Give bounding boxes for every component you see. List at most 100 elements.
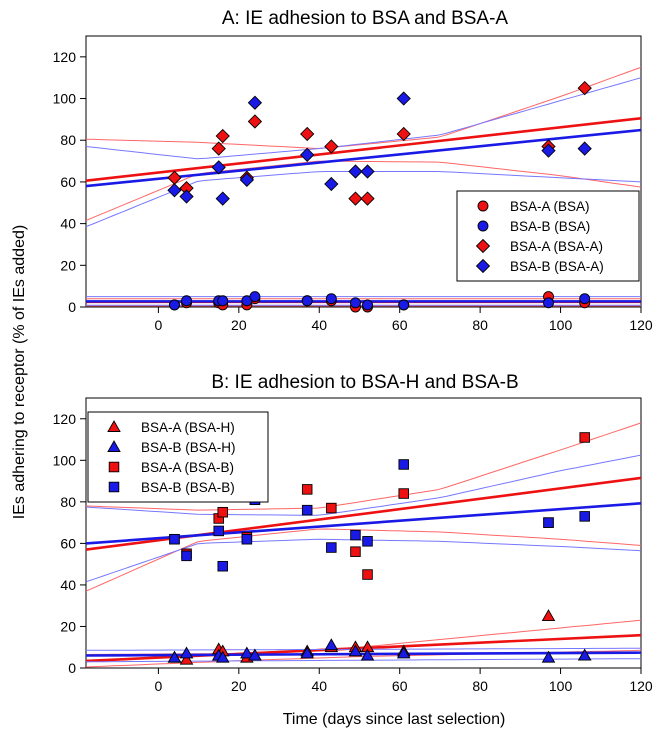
panel-a-point-s2-2 <box>211 141 226 156</box>
panel-b-x-tick-label-40: 40 <box>311 678 327 694</box>
panel-b-point-s1-5 <box>248 648 262 661</box>
panel-b-point-s3-6 <box>301 504 313 516</box>
panel-b-point-s2-8 <box>350 546 361 557</box>
panel-b-y-tick-label-20: 20 <box>60 618 76 634</box>
panel-b-point-s2-7 <box>326 502 337 514</box>
panel-b-plot: 0 20 40 60 80 100 120 0 20 40 60 80 100 120 BSA-A (BSA… <box>53 397 653 694</box>
panel-a-ci-lower-0 <box>86 160 641 221</box>
panel-a-legend-marker-1 <box>477 220 489 232</box>
panel-b-point-s1-6 <box>300 646 314 659</box>
panel-b-ci-upper-0 <box>86 422 641 511</box>
panel-b-point-s3-12 <box>579 511 590 522</box>
panel-a-x-tick-label-60: 60 <box>392 317 408 333</box>
panel-a-point-s1-9 <box>362 299 373 311</box>
panel-a-y-tick-label-100: 100 <box>53 91 77 107</box>
panel-a-legend-label-1: BSA-B (BSA) <box>510 219 590 234</box>
panel-a: A: IE adhesion to BSA and BSA-A 0 20 40 60 8… <box>53 8 653 333</box>
panel-a-point-s3-6 <box>300 147 315 162</box>
panel-a-point-s3-11 <box>541 143 556 158</box>
panel-a-x-tick-label-120: 120 <box>629 317 653 333</box>
panel-a-point-s3-7 <box>324 176 339 192</box>
panel-b-legend-marker-1 <box>107 440 121 452</box>
panel-b-x-tick-label-100: 100 <box>549 678 573 694</box>
panel-b-point-s1-9 <box>360 648 375 661</box>
panel-a-y-tick-label-60: 60 <box>60 174 76 190</box>
panel-a-legend-marker-0 <box>477 200 489 212</box>
panel-b-x-tick-label-0: 0 <box>154 678 162 694</box>
panel-b-point-s1-12 <box>577 648 592 661</box>
panel-a-x-tick-label-40: 40 <box>311 317 327 333</box>
panel-b-y-tick-label-40: 40 <box>60 577 76 593</box>
panel-b-legend: BSA-A (BSA-H) BSA-B (BSA-H) BSA-A (BSA-B) B… <box>87 411 269 503</box>
panel-b-point-s2-10 <box>398 488 409 499</box>
panel-a-legend-label-3: BSA-B (BSA-A) <box>510 259 604 274</box>
panel-b-point-s2-6 <box>301 484 313 495</box>
panel-a-point-s1-12 <box>579 293 591 305</box>
panel-b-point-s1-4 <box>240 646 254 659</box>
panel-b-x-tick-label-80: 80 <box>472 678 488 694</box>
panel-b-x-tick-label-120: 120 <box>629 678 653 694</box>
panel-a-point-s1-3 <box>217 295 229 307</box>
panel-a-point-s2-8 <box>348 191 363 206</box>
panel-b-fit-line-3 <box>86 651 641 657</box>
panel-a-point-s1-1 <box>181 295 192 307</box>
panel-a-fit-line-0 <box>86 116 641 182</box>
panel-b-point-s1-7 <box>324 638 339 651</box>
panel-a-point-s2-6 <box>300 126 315 142</box>
panel-b-point-s3-3 <box>217 560 228 572</box>
panel-b-point-s0-1 <box>179 652 194 665</box>
panel-b-point-s3-0 <box>169 533 180 545</box>
panel-b-point-s3-7 <box>326 542 337 553</box>
panel-a-point-s1-11 <box>543 297 554 309</box>
panel-b-plot-frame <box>85 397 642 669</box>
panel-a-point-s3-12 <box>577 141 592 156</box>
panel-a-x-tick-label-80: 80 <box>472 317 488 333</box>
panel-a-y-tick-label-40: 40 <box>60 216 76 232</box>
panel-a-point-s1-0 <box>169 299 180 311</box>
panel-a-point-s1-8 <box>350 297 361 309</box>
panel-b-point-s3-9 <box>362 536 373 547</box>
panel-b-point-s2-3 <box>217 506 228 518</box>
panel-b-legend-label-1: BSA-B (BSA-H) <box>141 440 236 455</box>
panel-a-point-s3-3 <box>215 191 230 206</box>
panel-a-legend-marker-2 <box>475 238 491 254</box>
panel-a-legend-label-2: BSA-A (BSA-A) <box>510 239 603 254</box>
panel-a-point-s3-5 <box>247 95 263 110</box>
panel-a-y-tick-label-80: 80 <box>60 132 76 148</box>
panel-a-point-s1-10 <box>398 299 410 311</box>
panel-b-point-s3-10 <box>398 459 409 470</box>
panel-b-legend-marker-3 <box>108 481 120 493</box>
panel-a-point-s2-10 <box>396 126 411 142</box>
panel-a-point-s2-9 <box>360 191 375 206</box>
panel-a-point-s3-9 <box>360 164 375 179</box>
panel-b-point-s1-10 <box>396 646 411 659</box>
panel-a-legend-marker-3 <box>475 258 491 274</box>
panel-a-ci-upper-1 <box>86 77 641 160</box>
panel-b-x-tick-label-60: 60 <box>392 678 408 694</box>
shared-x-axis-label: Time (days since last selection) <box>283 711 506 728</box>
panel-a-point-s1-5 <box>249 291 261 303</box>
panel-a-points <box>167 80 592 313</box>
panel-b-axes: 0 20 40 60 80 100 120 0 20 40 60 80 100 120 <box>53 411 653 694</box>
panel-a-point-s3-4 <box>239 172 255 187</box>
panel-b-point-s3-2 <box>213 525 224 537</box>
panel-a-point-s3-10 <box>396 91 411 106</box>
panel-a-x-tick-label-0: 0 <box>154 317 162 333</box>
panel-b-point-s0-11 <box>541 609 556 622</box>
panel-b-ci-upper-1 <box>86 454 641 516</box>
panel-b: B: IE adhesion to BSA-H and BSA-B 0 20 40 6… <box>53 372 653 694</box>
panel-b-title: B: IE adhesion to BSA-H and BSA-B <box>211 372 518 393</box>
panel-a-point-s1-6 <box>301 295 313 307</box>
panel-a-point-s1-7 <box>325 293 337 305</box>
shared-y-axis-label: IEs adhering to receptor (% of IEs added… <box>11 225 28 519</box>
panel-a-point-s2-3 <box>215 128 230 144</box>
panel-b-point-s1-1 <box>179 646 194 659</box>
panel-a-x-tick-label-20: 20 <box>231 317 247 333</box>
panel-b-point-s3-1 <box>181 550 192 562</box>
panel-b-point-s1-3 <box>215 650 230 663</box>
panel-b-y-tick-label-60: 60 <box>60 535 76 551</box>
panel-a-x-tick-label-100: 100 <box>549 317 573 333</box>
panel-b-point-s1-11 <box>541 650 556 663</box>
panel-a-point-s3-8 <box>348 164 363 179</box>
